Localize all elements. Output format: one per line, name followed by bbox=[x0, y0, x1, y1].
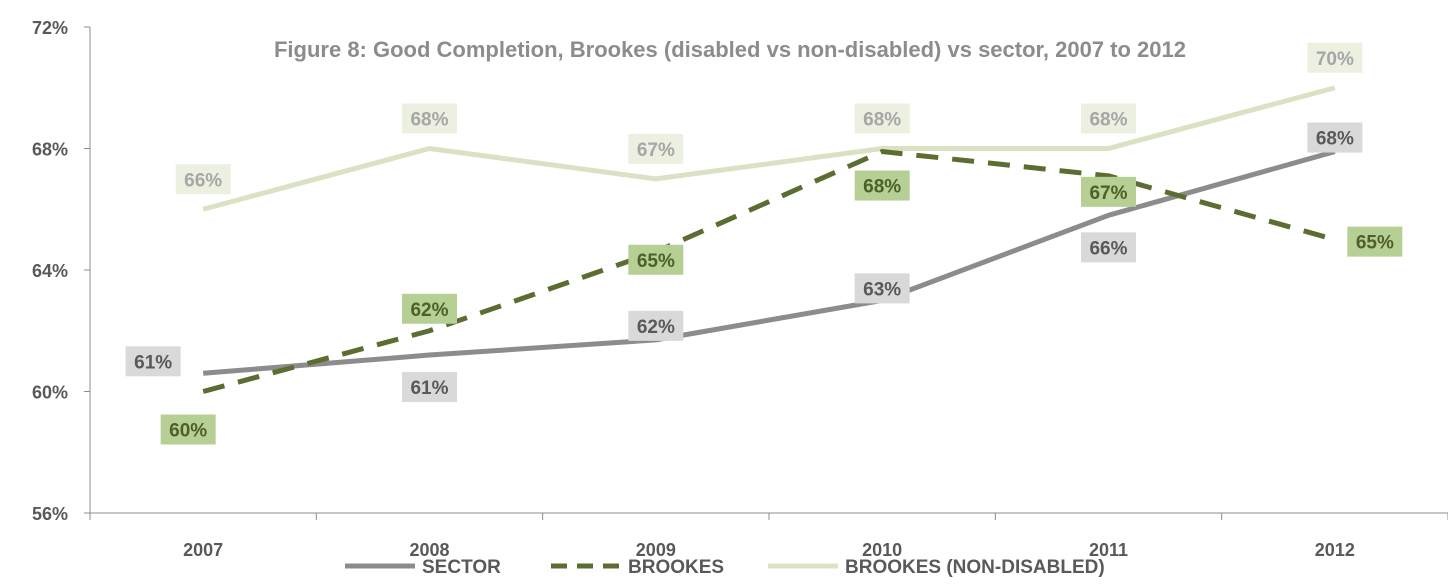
y-tick-label: 56% bbox=[32, 504, 68, 524]
data-label-bg bbox=[1081, 232, 1136, 263]
data-label: 61% bbox=[410, 378, 448, 399]
x-tick-label: 2012 bbox=[1315, 540, 1355, 560]
data-label: 66% bbox=[1089, 238, 1127, 259]
data-label: 68% bbox=[863, 110, 901, 131]
series-line-brookes-non-disabled bbox=[202, 85, 1336, 212]
data-labels: 61% 61% 62% 63% 66% 68% 60% 62% 65% 68% 67% 65% 66% 6… bbox=[125, 42, 1403, 445]
data-label: 68% bbox=[1089, 110, 1127, 131]
data-label: 65% bbox=[637, 251, 675, 272]
y-tick-label: 60% bbox=[32, 383, 68, 403]
x-tick-label: 2011 bbox=[1089, 540, 1128, 560]
legend: SECTOR BROOKES BROOKES (NON-DISABLED) bbox=[345, 557, 1105, 578]
x-tick-label: 2007 bbox=[183, 540, 223, 560]
data-label-bg bbox=[628, 310, 684, 341]
data-label: 67% bbox=[637, 140, 675, 161]
data-label: 68% bbox=[863, 177, 901, 198]
series-line-sector bbox=[202, 149, 1336, 376]
legend-label: SECTOR bbox=[422, 557, 501, 578]
data-label-bg bbox=[402, 103, 457, 134]
data-label-bg bbox=[402, 372, 457, 403]
data-label: 68% bbox=[410, 110, 448, 131]
data-label-bg bbox=[1081, 176, 1136, 207]
data-label: 66% bbox=[184, 170, 222, 191]
data-label-bg bbox=[1307, 122, 1363, 153]
data-label-bg bbox=[402, 293, 457, 324]
y-tick-label: 68% bbox=[32, 140, 68, 160]
data-label: 70% bbox=[1316, 49, 1354, 70]
y-tick-label: 72% bbox=[32, 18, 68, 38]
data-label: 60% bbox=[169, 421, 207, 442]
series-line-brookes bbox=[202, 149, 1336, 394]
legend-label: BROOKES (NON-DISABLED) bbox=[845, 557, 1105, 578]
data-label-bg bbox=[1081, 103, 1136, 134]
data-label: 63% bbox=[863, 279, 901, 300]
data-label-bg bbox=[160, 414, 216, 445]
x-tick-label: 2008 bbox=[409, 540, 449, 560]
data-label: 61% bbox=[134, 352, 172, 373]
series-lines bbox=[202, 85, 1336, 394]
x-tick-label: 2010 bbox=[862, 540, 902, 560]
data-label-bg bbox=[628, 244, 684, 275]
y-tick-label: 64% bbox=[32, 261, 68, 281]
data-label-bg bbox=[1307, 42, 1363, 73]
data-label: 65% bbox=[1356, 233, 1394, 254]
x-tick-label: 2009 bbox=[636, 540, 676, 560]
data-label: 62% bbox=[410, 300, 448, 321]
data-label-bg bbox=[175, 164, 231, 195]
data-label-bg bbox=[854, 273, 910, 304]
data-label-bg bbox=[854, 103, 910, 134]
data-label-bg bbox=[1347, 226, 1403, 257]
data-label-bg bbox=[125, 346, 181, 377]
axes: 56% 60% 64% 68% 72% 2007 2008 2009 2010 2011 2012 bbox=[32, 18, 1448, 560]
data-label: 62% bbox=[637, 317, 675, 338]
data-label: 67% bbox=[1089, 183, 1127, 204]
data-label-bg bbox=[628, 133, 684, 164]
legend-label: BROOKES bbox=[628, 557, 724, 578]
chart-title: Figure 8: Good Completion, Brookes (disa… bbox=[274, 37, 1186, 62]
data-label-bg bbox=[854, 170, 910, 201]
data-label: 68% bbox=[1316, 129, 1354, 150]
